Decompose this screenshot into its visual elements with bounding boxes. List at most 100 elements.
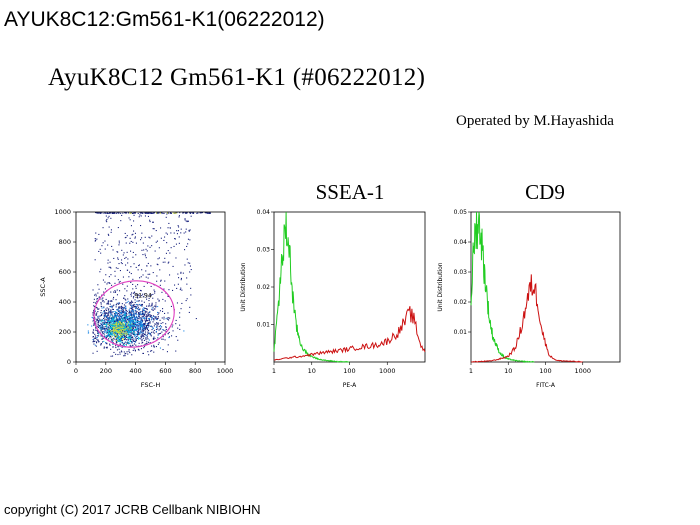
scatter-point — [134, 322, 136, 324]
scatter-point — [177, 225, 179, 227]
scatter-point — [116, 326, 118, 328]
scatter-point — [165, 330, 167, 332]
scatter-point — [135, 285, 137, 287]
scatter-point — [183, 330, 185, 332]
scatter-point — [107, 217, 109, 219]
scatter-point — [119, 339, 121, 341]
scatter-point — [106, 337, 108, 339]
scatter-point — [111, 306, 113, 308]
scatter-point — [120, 327, 122, 329]
scatter-point — [112, 355, 114, 357]
scatter-point — [135, 242, 137, 244]
scatter-point — [148, 300, 150, 302]
scatter-point — [135, 324, 137, 326]
scatter-point — [147, 331, 149, 333]
scatter-point — [149, 212, 151, 214]
scatter-point — [128, 327, 130, 329]
scatter-point — [132, 325, 134, 327]
scatter-point — [95, 327, 97, 329]
scatter-point — [122, 332, 124, 334]
scatter-point — [141, 340, 143, 342]
scatter-point — [119, 319, 121, 321]
y-tick-label: 0.04 — [454, 239, 468, 246]
scatter-point — [111, 319, 113, 321]
scatter-point — [150, 325, 152, 327]
scatter-point — [132, 319, 134, 321]
scatter-point — [125, 352, 127, 354]
scatter-point — [165, 216, 167, 218]
scatter-point — [128, 309, 130, 311]
scatter-point — [114, 311, 116, 313]
scatter-point — [103, 291, 105, 293]
scatter-point — [104, 331, 106, 333]
scatter-point — [169, 212, 171, 214]
scatter-point — [122, 338, 124, 340]
scatter-point — [127, 317, 129, 319]
scatter-point — [175, 319, 177, 321]
scatter-point — [115, 315, 117, 317]
scatter-point — [165, 318, 167, 320]
scatter-point — [145, 276, 147, 278]
scatter-point — [113, 320, 115, 322]
scatter-point — [100, 323, 102, 325]
scatter-point — [135, 266, 137, 268]
scatter-point — [142, 308, 144, 310]
scatter-point — [137, 319, 139, 321]
scatter-point — [100, 303, 102, 305]
scatter-point — [119, 321, 121, 323]
scatter-point — [168, 331, 170, 333]
scatter-point — [187, 262, 189, 264]
scatter-point — [116, 320, 118, 322]
scatter-point — [119, 290, 121, 292]
scatter-point — [172, 330, 174, 332]
scatter-point — [124, 338, 126, 340]
scatter-point — [111, 327, 113, 329]
scatter-point — [124, 318, 126, 320]
scatter-point — [125, 327, 127, 329]
scatter-point — [146, 337, 148, 339]
scatter-point — [153, 344, 155, 346]
scatter-point — [148, 323, 150, 325]
scatter-point — [153, 351, 155, 353]
scatter-point — [168, 319, 170, 321]
scatter-point — [180, 287, 182, 289]
scatter-point — [124, 295, 126, 297]
scatter-point — [95, 345, 97, 347]
scatter-point — [183, 212, 185, 214]
scatter-point — [122, 317, 124, 319]
scatter-point — [104, 248, 106, 250]
scatter-point — [102, 325, 104, 327]
scatter-point — [144, 312, 146, 314]
scatter-point — [157, 328, 159, 330]
scatter-point — [116, 341, 118, 343]
scatter-point — [141, 323, 143, 325]
scatter-point — [116, 332, 118, 334]
scatter-point — [117, 345, 119, 347]
scatter-point — [121, 344, 123, 346]
scatter-point — [93, 306, 95, 308]
scatter-point — [109, 303, 111, 305]
scatter-point — [106, 316, 108, 318]
scatter-point — [114, 338, 116, 340]
scatter-point — [93, 338, 95, 340]
scatter-point — [176, 230, 178, 232]
scatter-point — [118, 316, 120, 318]
scatter-point — [102, 324, 104, 326]
scatter-point — [120, 324, 122, 326]
scatter-point — [122, 309, 124, 311]
scatter-point — [135, 338, 137, 340]
scatter-point — [147, 312, 149, 314]
scatter-point — [111, 341, 113, 343]
gate-ellipse — [93, 280, 175, 348]
scatter-point — [106, 317, 108, 319]
scatter-point — [121, 315, 123, 317]
scatter-point — [116, 340, 118, 342]
scatter-point — [113, 315, 115, 317]
scatter-point — [162, 261, 164, 263]
scatter-point — [94, 344, 96, 346]
scatter-point — [95, 329, 97, 331]
scatter-point — [123, 327, 125, 329]
scatter-point — [134, 299, 136, 301]
scatter-point — [106, 303, 108, 305]
scatter-point — [137, 305, 139, 307]
